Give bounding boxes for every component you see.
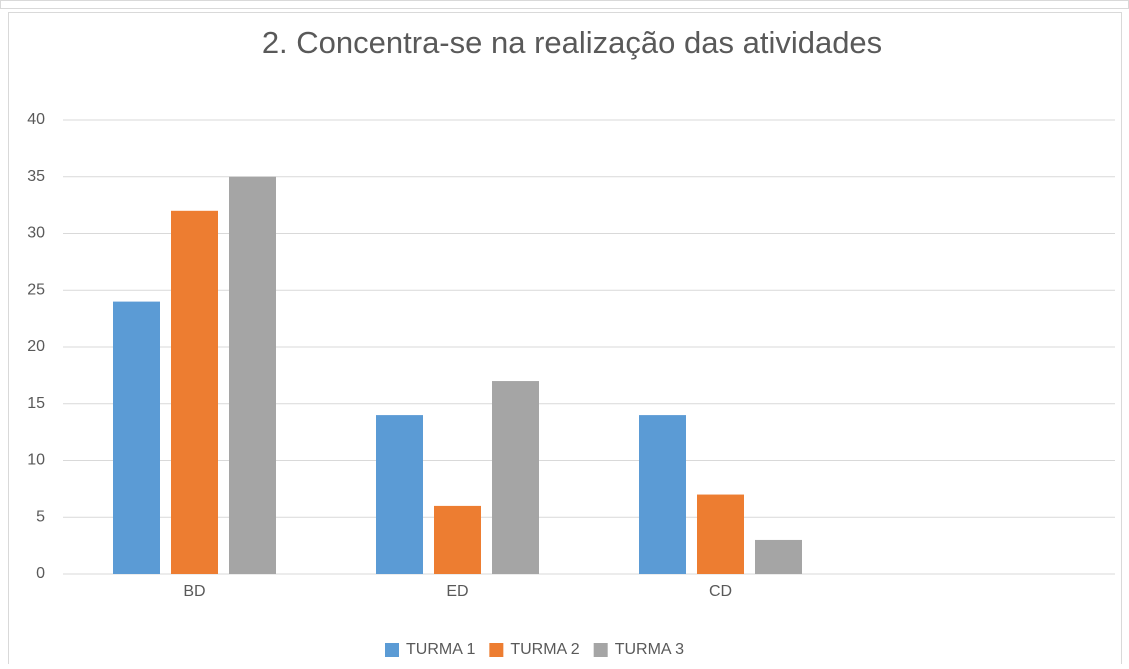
bar (697, 494, 744, 574)
y-tick-label: 35 (27, 168, 45, 185)
y-tick-label: 25 (27, 281, 45, 298)
x-tick-label: BD (183, 583, 205, 600)
legend-label: TURMA 2 (510, 641, 579, 658)
bar (434, 505, 481, 574)
y-tick-label: 5 (36, 508, 45, 525)
legend-label: TURMA 3 (615, 641, 684, 658)
bar (639, 415, 686, 574)
x-tick-label: ED (446, 583, 468, 600)
bar (492, 381, 539, 574)
bar (229, 176, 276, 574)
y-tick-label: 30 (27, 225, 45, 242)
y-tick-label: 40 (27, 111, 45, 128)
bar (113, 301, 160, 574)
legend-swatch (489, 643, 504, 657)
x-tick-label: CD (709, 583, 732, 600)
bar (171, 210, 218, 575)
legend-label: TURMA 1 (406, 641, 475, 658)
frame-top (0, 0, 1129, 9)
y-tick-label: 20 (27, 338, 45, 355)
legend-swatch (385, 643, 399, 657)
chart-title: 2. Concentra-se na realização das ativid… (262, 25, 882, 60)
y-tick-label: 15 (27, 395, 45, 412)
legend-swatch (593, 643, 608, 657)
bar (755, 539, 802, 574)
y-tick-label: 10 (27, 452, 45, 469)
bar (376, 415, 423, 574)
y-tick-label: 0 (36, 565, 45, 582)
